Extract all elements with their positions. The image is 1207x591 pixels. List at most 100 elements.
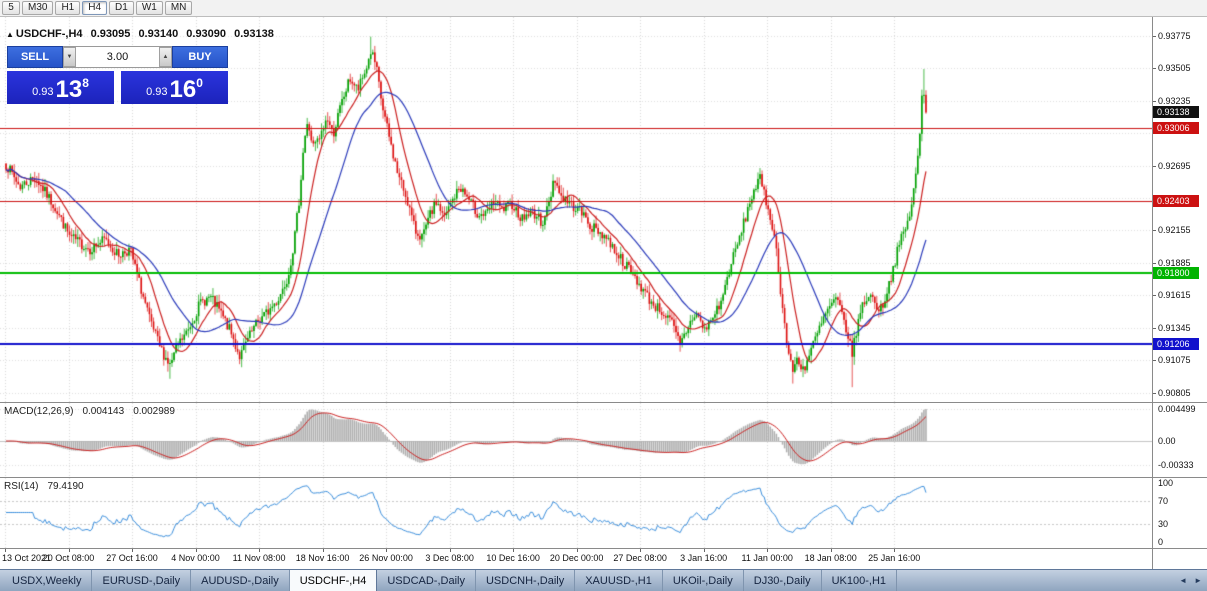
price-tick-mark (1153, 68, 1156, 70)
time-tick-mark (703, 549, 705, 552)
time-tick-label: 4 Nov 00:00 (171, 553, 220, 563)
macd-axis-label: 0.00 (1158, 436, 1176, 446)
time-tick-label: 3 Jan 16:00 (680, 553, 728, 563)
rsi-title: RSI(14) (4, 481, 39, 492)
rsi-axis-label: 0 (1158, 537, 1164, 547)
tab-uk100-h1[interactable]: UK100-,H1 (822, 570, 898, 591)
price-tick-mark (1153, 295, 1156, 297)
price-tick-mark (1153, 100, 1156, 102)
tab-usdcnh-daily[interactable]: USDCNH-,Daily (476, 570, 576, 591)
time-tick-label: 20 Dec 00:00 (549, 553, 604, 563)
time-tick-label: 11 Nov 08:00 (232, 553, 286, 563)
sell-button[interactable]: SELL (7, 46, 63, 68)
buy-button[interactable]: BUY (172, 46, 228, 68)
ohlc-open: 0.93095 (90, 28, 131, 40)
price-tick-label: 0.91345 (1158, 322, 1191, 333)
one-click-trade-panel: SELL ▼ 3.00 ▲ BUY 0.93 13 8 0.93 16 0 (7, 46, 228, 104)
price-tick-mark (1153, 230, 1156, 232)
tab-eurusd-daily[interactable]: EURUSD-,Daily (92, 570, 192, 591)
time-axis-separator (0, 548, 1207, 549)
ask-price-box[interactable]: 0.93 16 0 (121, 71, 228, 104)
price-tick-label: 0.92155 (1158, 225, 1191, 236)
price-axis[interactable]: 0.93775 0.93505 0.93235 0.92695 0.92155 0.918… (1152, 17, 1207, 569)
timeframe-button-m30[interactable]: M30 (22, 1, 54, 15)
time-tick-mark (259, 549, 261, 552)
macd-axis-label: 0.004499 (1158, 403, 1196, 414)
bid-price-big-digits: 13 (55, 76, 83, 103)
time-tick-label: 20 Oct 08:00 (42, 553, 95, 563)
macd-value: 0.004143 (82, 406, 125, 417)
tab-dj30-daily[interactable]: DJ30-,Daily (744, 570, 822, 591)
tab-ukoil-daily[interactable]: UKOil-,Daily (663, 570, 744, 591)
time-tick-mark (894, 549, 896, 552)
chart-area: ▲ USDCHF-,H4 0.93095 0.93140 0.93090 0.93… (0, 17, 1207, 569)
time-tick-mark (767, 549, 769, 552)
chart-tab-bar: USDX,Weekly EURUSD-,Daily AUDUSD-,Daily USD… (0, 569, 1207, 591)
time-tick-label: 25 Jan 16:00 (868, 553, 921, 563)
timeframe-button-d1[interactable]: D1 (109, 1, 134, 15)
time-tick-label: 26 Nov 00:00 (359, 553, 413, 563)
symbol-marker-icon: ▲ (6, 30, 14, 39)
price-tick-label: 0.93775 (1158, 31, 1191, 41)
price-tick-mark (1153, 392, 1156, 394)
time-tick-label: 18 Nov 16:00 (295, 553, 350, 563)
tab-audusd-daily[interactable]: AUDUSD-,Daily (191, 570, 290, 591)
bid-price-box[interactable]: 0.93 13 8 (7, 71, 114, 104)
price-tick-mark (1153, 327, 1156, 329)
rsi-panel-canvas[interactable] (0, 478, 1152, 549)
timeframe-button-h1[interactable]: H1 (55, 1, 81, 15)
macd-signal-value: 0.002989 (133, 406, 175, 417)
time-tick-mark (576, 549, 578, 552)
rsi-axis-label: 70 (1158, 495, 1169, 506)
rsi-panel-separator[interactable] (0, 477, 1207, 478)
timeframe-toolbar: 5 M30 H1 H4 D1 W1 MN (0, 0, 1207, 17)
tab-usdcad-daily[interactable]: USDCAD-,Daily (377, 570, 476, 591)
volume-decrease-button[interactable]: ▼ (63, 47, 76, 67)
price-tick-mark (1153, 165, 1156, 167)
tab-usdchf-h4[interactable]: USDCHF-,H4 (289, 570, 378, 591)
macd-panel-canvas[interactable] (0, 403, 1152, 478)
macd-panel-separator[interactable] (0, 402, 1207, 403)
volume-increase-button[interactable]: ▲ (159, 47, 172, 67)
chart-symbol-label: USDCHF-,H4 (15, 28, 83, 40)
tab-xauusd-h1[interactable]: XAUUSD-,H1 (575, 570, 663, 591)
tab-scroll-left-button[interactable]: ◄ (1179, 575, 1188, 585)
time-tick-mark (322, 549, 324, 552)
time-tick-mark (68, 549, 70, 552)
price-badge-0.91206: 0.91206 (1153, 338, 1199, 351)
time-axis[interactable]: 13 Oct 2021 20 Oct 08:00 27 Oct 16:00 4 Nov… (0, 549, 1152, 569)
price-tick-mark (1153, 360, 1156, 362)
rsi-axis-label: 30 (1158, 519, 1169, 530)
ohlc-close: 0.93138 (234, 28, 274, 40)
volume-field: ▼ 3.00 ▲ (63, 46, 172, 68)
bid-price-pip-digit: 8 (82, 76, 89, 90)
timeframe-button-mn[interactable]: MN (164, 1, 193, 15)
rsi-value: 79.4190 (47, 481, 84, 492)
price-tick-label: 0.93505 (1158, 63, 1191, 74)
time-tick-label: 11 Jan 00:00 (741, 553, 793, 563)
time-tick-label: 27 Oct 16:00 (106, 553, 158, 563)
time-tick-mark (640, 549, 642, 552)
tab-scroll-right-button[interactable]: ► (1194, 575, 1202, 585)
ask-price-pip-digit: 0 (196, 76, 203, 90)
time-tick-label: 13 Oct 2021 (2, 553, 52, 563)
price-tick-mark (1153, 262, 1156, 264)
time-tick-mark (132, 549, 134, 552)
timeframe-button-5[interactable]: 5 (2, 1, 20, 15)
volume-input[interactable]: 3.00 (106, 51, 129, 63)
timeframe-button-w1[interactable]: W1 (135, 1, 163, 15)
ask-price-big-digits: 16 (169, 76, 197, 103)
price-tick-label: 0.91075 (1158, 355, 1191, 366)
price-tick-mark (1153, 36, 1156, 37)
tab-usdx-weekly[interactable]: USDX,Weekly (2, 570, 93, 591)
price-badge-0.91800: 0.91800 (1153, 267, 1199, 280)
price-tick-label: 0.91615 (1158, 290, 1191, 301)
macd-title: MACD(12,26,9) (4, 406, 74, 417)
timeframe-button-h4[interactable]: H4 (82, 1, 108, 15)
chart-ohlc-header: ▲ USDCHF-,H4 0.93095 0.93140 0.93090 0.93… (6, 28, 279, 40)
price-tick-label: 0.91885 (1158, 257, 1191, 268)
time-tick-mark (830, 549, 832, 552)
price-badge-0.93006: 0.93006 (1153, 122, 1199, 135)
price-tick-label: 0.92695 (1158, 160, 1191, 171)
